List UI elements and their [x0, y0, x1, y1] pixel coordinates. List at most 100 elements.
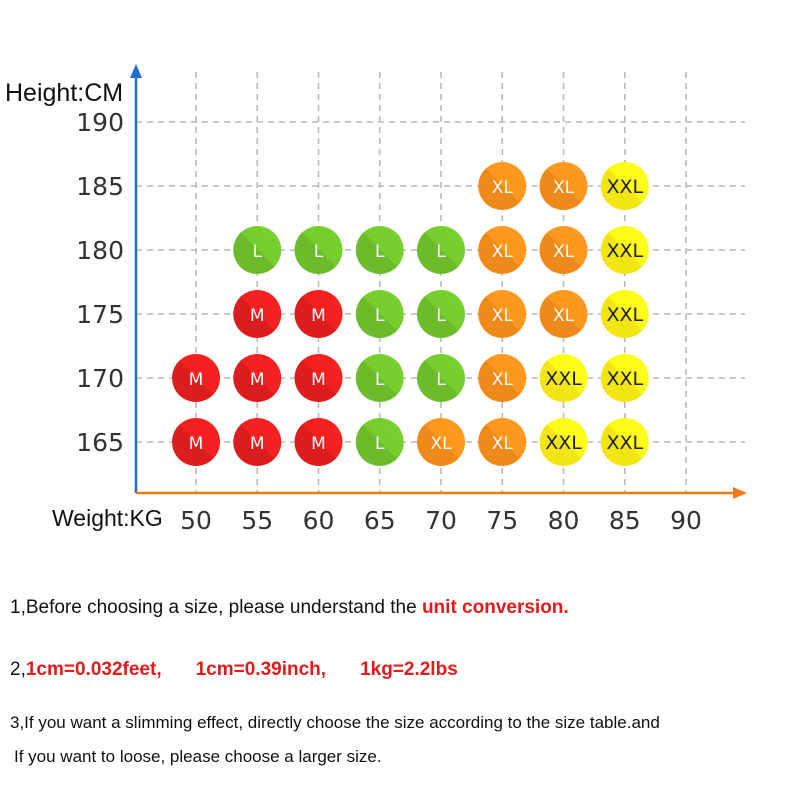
size-marker [233, 418, 282, 466]
size-point-m: M [233, 290, 282, 338]
size-marker [539, 418, 588, 466]
size-point-xl: XL [539, 162, 588, 210]
size-marker [233, 226, 282, 274]
size-marker-label: XL [492, 242, 514, 262]
size-marker [172, 418, 220, 466]
y-axis-arrow [130, 64, 142, 78]
size-point-m: M [294, 418, 343, 466]
size-marker [539, 162, 588, 210]
size-marker-label: M [311, 434, 326, 454]
size-point-l: L [355, 226, 404, 274]
size-marker-label: L [375, 370, 385, 390]
size-point-xxl: XXL [600, 354, 649, 402]
size-point-xl: XL [478, 290, 527, 338]
size-marker-label: L [314, 242, 324, 262]
size-marker-label: XL [492, 306, 514, 326]
size-marker [355, 354, 404, 402]
x-tick-label: 80 [548, 506, 580, 535]
x-axis-arrow [733, 487, 747, 499]
chart-axes [130, 64, 747, 499]
size-point-xl: XL [478, 162, 527, 210]
size-marker-label: XL [553, 242, 575, 262]
size-marker [478, 290, 527, 338]
size-point-m: M [233, 354, 282, 402]
size-marker-label: XL [492, 178, 514, 198]
size-point-xl: XL [417, 418, 465, 466]
note-1-text: 1,Before choosing a size, please underst… [10, 597, 422, 618]
size-marker-label: XXL [606, 240, 643, 262]
note-slimming-effect: 3,If you want a slimming effect, directl… [10, 713, 660, 732]
x-axis-label: Weight:KG [52, 505, 163, 531]
size-point-xl: XL [539, 290, 588, 338]
size-point-xxl: XXL [600, 290, 649, 338]
size-marker-label: XL [492, 434, 514, 454]
chart-ticks: 165 170 175 180 185 190 50 55 60 65 70 75 80 85 90 [76, 108, 702, 535]
y-tick-label: 185 [76, 172, 124, 201]
size-point-l: L [417, 354, 465, 402]
size-marker-label: M [250, 370, 265, 390]
size-marker [478, 418, 527, 466]
size-marker-label: M [250, 306, 265, 326]
y-tick-label: 165 [76, 428, 124, 457]
size-marker [478, 226, 527, 274]
size-point-l: L [417, 290, 465, 338]
size-marker [294, 418, 343, 466]
size-marker-label: M [250, 434, 265, 454]
size-point-xxl: XXL [600, 162, 649, 210]
size-marker [600, 290, 649, 338]
x-tick-label: 60 [303, 506, 335, 535]
x-tick-label: 55 [241, 506, 273, 535]
size-marker [478, 162, 527, 210]
size-marker [294, 354, 343, 402]
size-marker-label: M [311, 306, 326, 326]
size-point-l: L [417, 226, 465, 274]
conversion-lbs: 1kg=2.2lbs [360, 659, 458, 680]
y-tick-label: 180 [76, 236, 124, 265]
size-marker [355, 290, 404, 338]
size-point-l: L [355, 290, 404, 338]
size-marker [233, 354, 282, 402]
size-marker-label: XL [553, 306, 575, 326]
note-loose-fit: If you want to loose, please choose a la… [14, 747, 382, 766]
size-marker-label: XXL [606, 176, 643, 198]
size-marker-label: L [436, 306, 446, 326]
size-point-m: M [294, 290, 343, 338]
y-axis-label: Height:CM [5, 79, 123, 107]
size-marker [294, 290, 343, 338]
note-2-prefix: 2, [10, 659, 26, 680]
size-point-m: M [294, 354, 343, 402]
size-marker-label: L [436, 242, 446, 262]
size-marker-label: M [189, 370, 204, 390]
size-marker [233, 290, 282, 338]
y-tick-label: 175 [76, 300, 124, 329]
size-point-xxl: XXL [600, 226, 649, 274]
size-marker [417, 290, 465, 338]
size-marker-label: XL [430, 434, 452, 454]
size-point-l: L [233, 226, 282, 274]
size-marker-label: XXL [545, 368, 582, 390]
chart-points: M M M L XL XL XXL XXL M M M L L XL XXL XXL M M L L XL XL XXL L L… [172, 162, 649, 466]
x-tick-label: 75 [486, 506, 518, 535]
size-point-l: L [294, 226, 343, 274]
size-marker-label: L [253, 242, 263, 262]
size-marker-label: XL [553, 178, 575, 198]
size-marker [600, 354, 649, 402]
x-tick-label: 85 [609, 506, 641, 535]
size-marker-label: L [436, 370, 446, 390]
size-marker-label: XXL [545, 432, 582, 454]
size-marker-label: M [189, 434, 204, 454]
size-point-m: M [233, 418, 282, 466]
size-marker [600, 162, 649, 210]
size-point-xl: XL [539, 226, 588, 274]
x-tick-label: 65 [364, 506, 396, 535]
size-marker [294, 226, 343, 274]
size-marker [172, 354, 220, 402]
size-point-xl: XL [478, 418, 527, 466]
size-marker-label: L [375, 306, 385, 326]
size-marker [539, 226, 588, 274]
conversion-feet: 1cm=0.032feet, [25, 659, 162, 680]
size-marker-label: XL [492, 370, 514, 390]
size-marker [417, 418, 465, 466]
size-marker-label: XXL [606, 304, 643, 326]
